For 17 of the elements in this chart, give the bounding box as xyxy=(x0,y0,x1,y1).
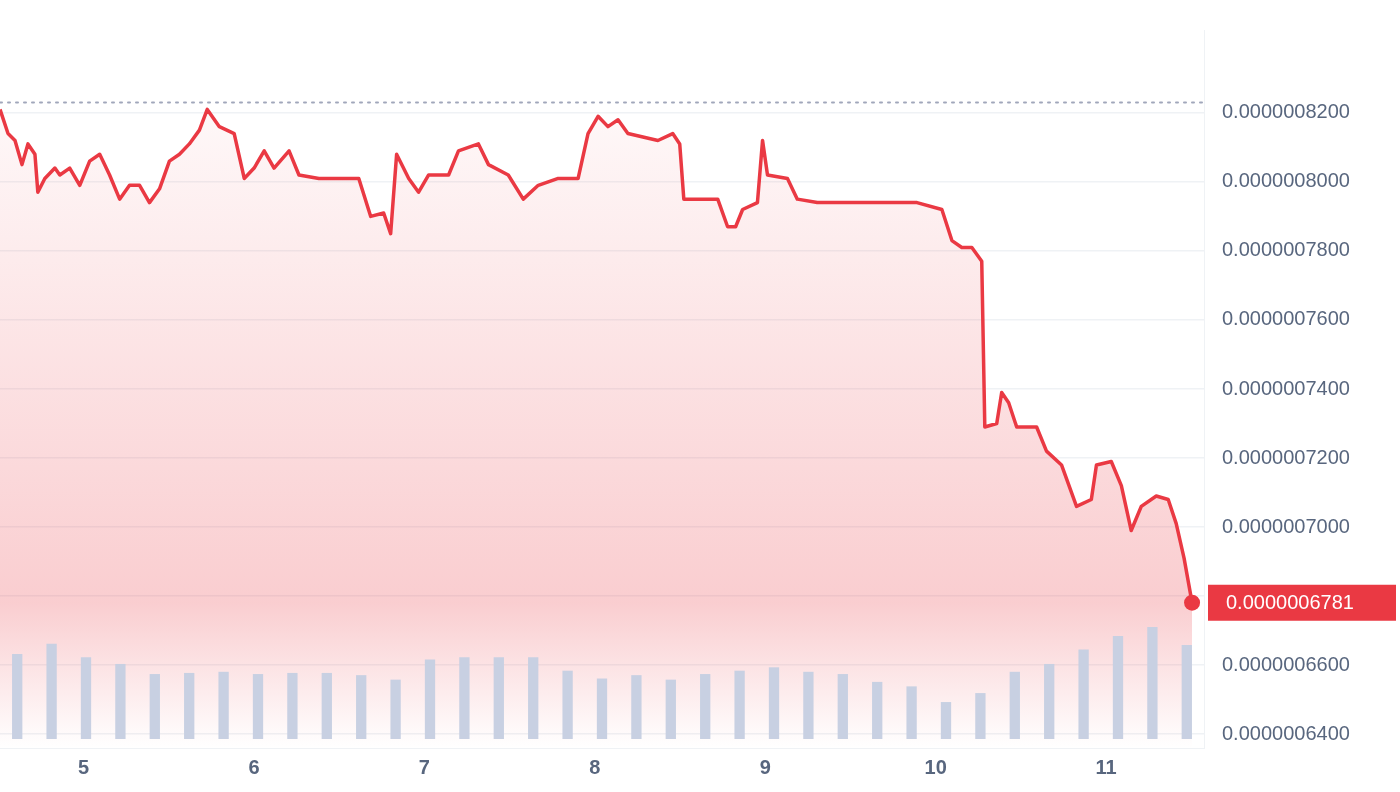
y-tick-label: 0.0000007600 xyxy=(1222,307,1350,330)
y-tick-label: 0.0000008200 xyxy=(1222,100,1350,123)
x-tick-label: 11 xyxy=(1095,755,1117,778)
y-tick-label: 0.0000007800 xyxy=(1222,238,1350,261)
y-tick-label: 0.0000006600 xyxy=(1222,652,1350,675)
y-tick-label: 0.0000006400 xyxy=(1222,721,1350,744)
x-tick-label: 7 xyxy=(418,755,430,778)
y-tick-label: 0.0000007200 xyxy=(1222,445,1350,468)
x-tick-label: 10 xyxy=(924,755,947,778)
annotation: 0.0000006781 xyxy=(1226,591,1354,614)
y-tick-label: 0.0000007000 xyxy=(1222,514,1350,537)
x-tick-label: 5 xyxy=(77,755,90,778)
x-tick-label: 6 xyxy=(248,755,260,778)
y-tick-label: 0.0000007400 xyxy=(1222,376,1350,399)
x-tick-label: 9 xyxy=(759,755,771,778)
x-tick-label: 8 xyxy=(589,755,601,778)
y-tick-label: 0.0000008000 xyxy=(1222,169,1350,192)
